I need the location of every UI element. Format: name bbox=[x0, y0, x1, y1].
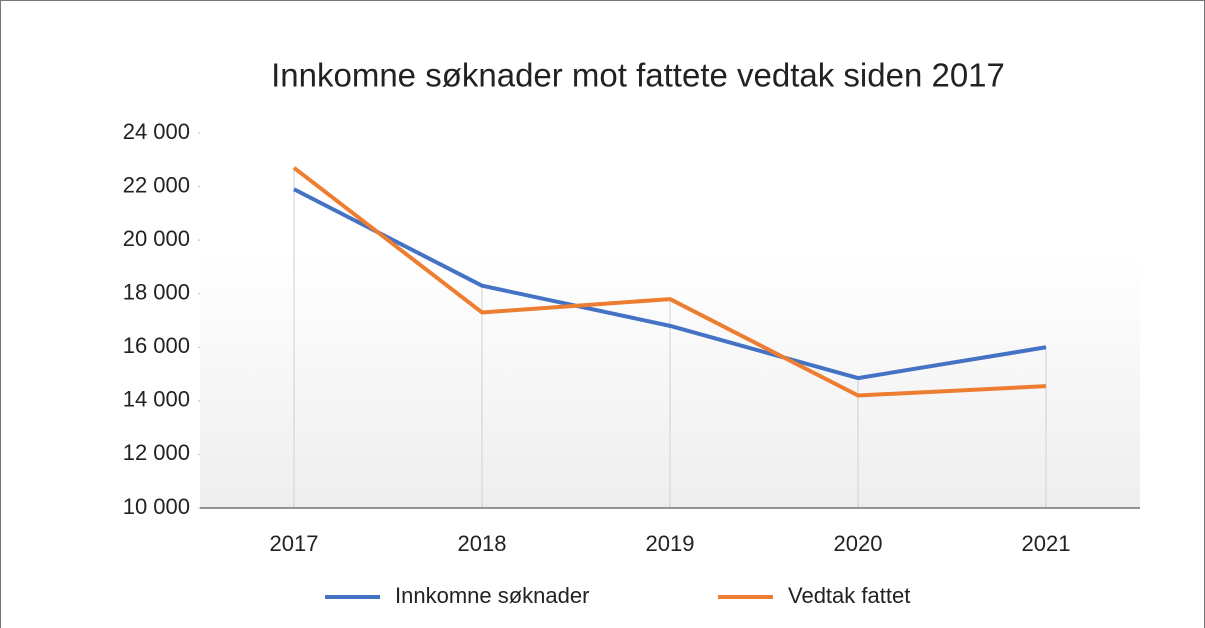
y-tick-label: 22 000 bbox=[123, 172, 190, 197]
y-tick-label: 10 000 bbox=[123, 494, 190, 519]
y-tick-label: 24 000 bbox=[123, 119, 190, 144]
chart-title: Innkomne søknader mot fattete vedtak sid… bbox=[271, 57, 1005, 94]
x-tick-label: 2021 bbox=[1022, 531, 1071, 556]
y-tick-label: 14 000 bbox=[123, 387, 190, 412]
legend-label: Innkomne søknader bbox=[395, 583, 589, 608]
series-line bbox=[292, 166, 1047, 398]
x-tick-label: 2017 bbox=[270, 531, 319, 556]
x-tick-label: 2020 bbox=[834, 531, 883, 556]
series-line bbox=[293, 187, 1047, 381]
y-tick-label: 16 000 bbox=[123, 333, 190, 358]
y-tick-label: 18 000 bbox=[123, 280, 190, 305]
x-tick-label: 2019 bbox=[646, 531, 695, 556]
legend-label: Vedtak fattet bbox=[788, 583, 910, 608]
y-tick-label: 20 000 bbox=[123, 226, 190, 251]
y-tick-label: 12 000 bbox=[123, 440, 190, 465]
x-tick-label: 2018 bbox=[458, 531, 507, 556]
